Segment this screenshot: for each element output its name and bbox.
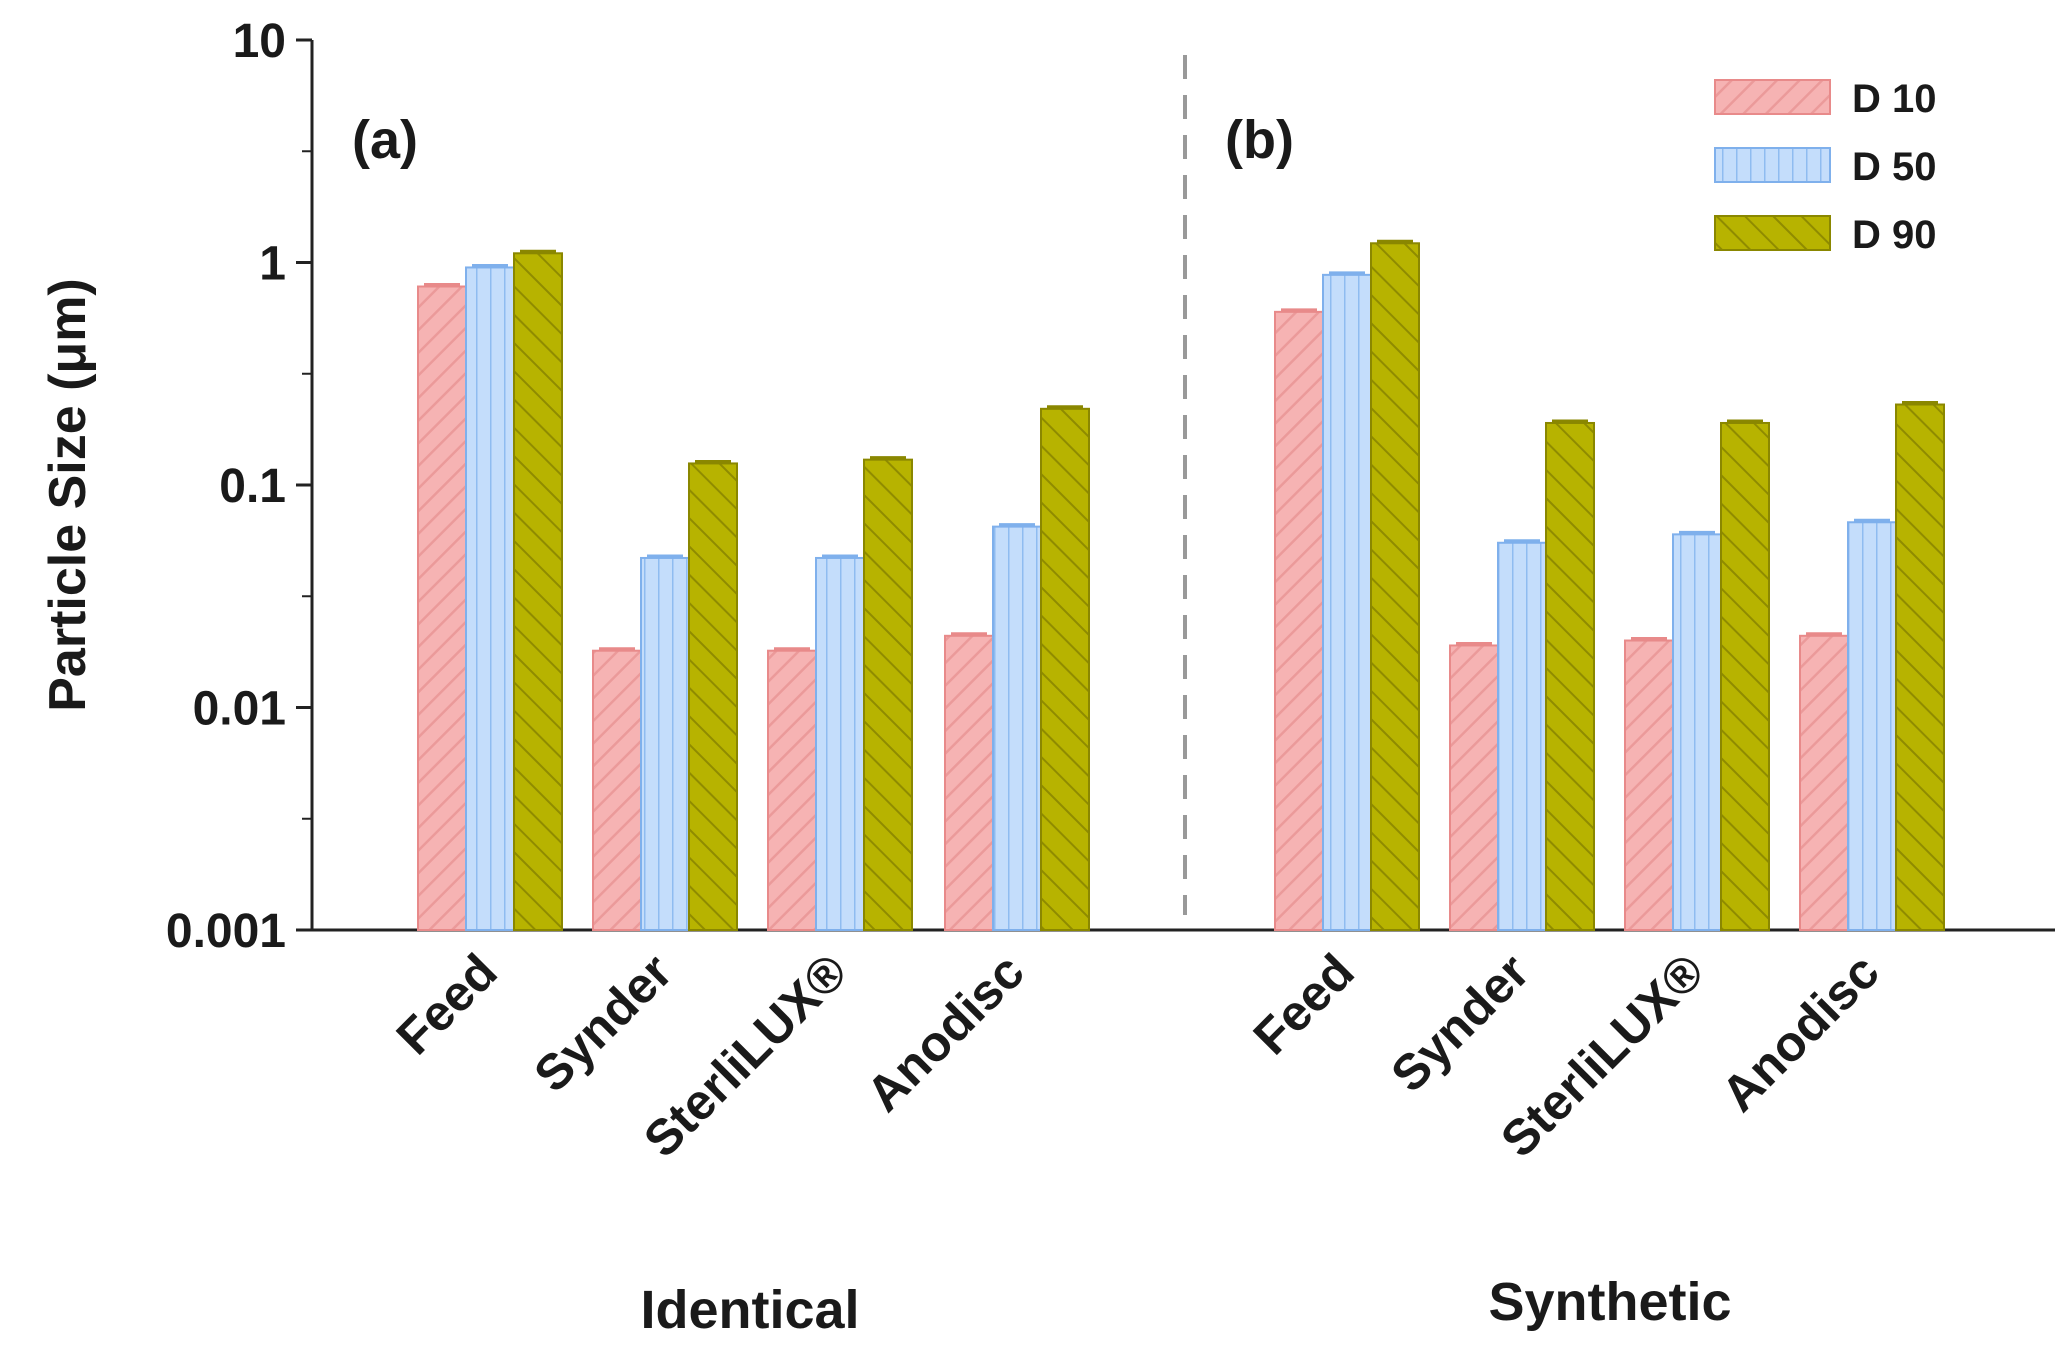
panel-label-a: (a) <box>352 110 418 170</box>
legend: D 10 D 50 D 90 <box>1714 77 1937 257</box>
legend-swatch-d90 <box>1714 215 1831 251</box>
y-axis-label: Particle Size (μm) <box>39 278 97 712</box>
bar-d10 <box>592 649 642 931</box>
bar-d50 <box>640 556 690 932</box>
legend-label-d10: D 10 <box>1852 77 1937 121</box>
category-label: Anodisc <box>856 943 1035 1122</box>
group-label-identical: Identical <box>640 1280 859 1340</box>
bar-d90 <box>688 462 738 931</box>
bar-d10 <box>1624 639 1674 931</box>
bar-d10 <box>944 634 994 931</box>
bar-d90 <box>1545 421 1595 931</box>
bar-d50 <box>1847 521 1897 932</box>
legend-swatch-d50 <box>1714 147 1831 183</box>
y-tick-label: 1 <box>259 238 286 291</box>
bar-d50 <box>1497 541 1547 931</box>
bar-d50 <box>1672 533 1722 931</box>
category-label: Synder <box>1380 943 1539 1102</box>
bar-d10 <box>1449 644 1499 931</box>
y-tick-label: 0.001 <box>166 905 286 958</box>
bar-d50 <box>1322 273 1372 931</box>
category-label: Feed <box>386 943 508 1065</box>
y-tick-label: 0.01 <box>193 683 286 736</box>
category-label: Anodisc <box>1711 943 1890 1122</box>
legend-swatch-d10 <box>1714 79 1831 115</box>
bar-d90 <box>863 458 913 931</box>
bar-d90 <box>1895 403 1945 931</box>
category-label: Synder <box>523 943 682 1102</box>
bar-d50 <box>815 556 865 932</box>
bar-d90 <box>1720 421 1770 931</box>
bar-d90 <box>1370 242 1420 932</box>
group-label-synthetic: Synthetic <box>1488 1272 1731 1332</box>
bar-d50 <box>992 525 1042 931</box>
bar-d10 <box>1799 634 1849 931</box>
category-label: Feed <box>1243 943 1365 1065</box>
bar-d50 <box>465 266 515 932</box>
bar-d90 <box>1040 407 1090 931</box>
y-tick-label: 10 <box>233 15 286 68</box>
panel-label-b: (b) <box>1225 110 1294 170</box>
bar-d90 <box>513 252 563 932</box>
bars <box>417 239 1945 932</box>
bar-d10 <box>417 285 467 931</box>
legend-label-d50: D 50 <box>1852 145 1937 189</box>
legend-label-d90: D 90 <box>1852 213 1937 257</box>
bar-d10 <box>1274 310 1324 932</box>
bar-d10 <box>767 649 817 931</box>
y-tick-label: 0.1 <box>219 460 286 513</box>
